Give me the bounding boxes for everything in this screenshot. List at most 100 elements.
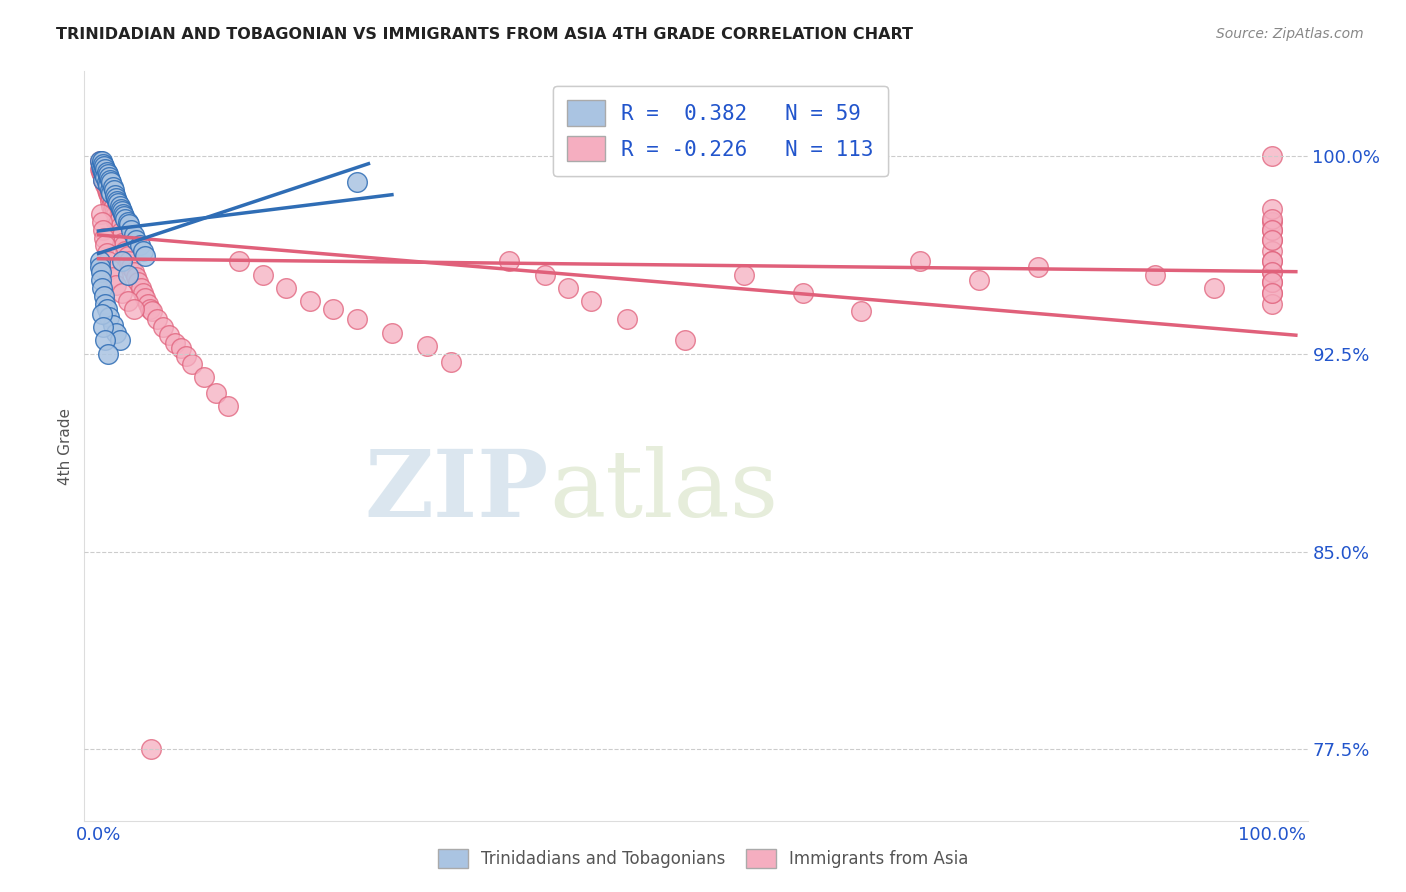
Point — [90, 157, 112, 171]
Point — [98, 188, 121, 202]
Point — [1261, 233, 1284, 247]
Point — [96, 164, 118, 178]
Point — [103, 199, 125, 213]
Point — [105, 194, 128, 208]
Point — [96, 246, 118, 260]
Point — [117, 268, 139, 282]
Point — [276, 281, 298, 295]
Point — [1261, 149, 1284, 163]
Point — [298, 293, 321, 308]
Point — [93, 230, 115, 244]
Point — [129, 281, 152, 295]
Point — [1261, 215, 1284, 229]
Point — [97, 186, 120, 200]
Point — [134, 249, 156, 263]
Point — [134, 291, 156, 305]
Point — [122, 227, 145, 242]
Point — [110, 202, 132, 216]
Point — [1261, 296, 1284, 310]
Point — [1261, 276, 1284, 290]
Point — [91, 164, 114, 178]
Point — [1202, 281, 1225, 295]
Point — [97, 254, 120, 268]
Point — [93, 288, 115, 302]
Point — [381, 326, 404, 340]
Text: atlas: atlas — [550, 446, 779, 536]
Point — [91, 320, 114, 334]
Point — [101, 270, 124, 285]
Point — [533, 268, 555, 282]
Point — [94, 296, 117, 310]
Point — [114, 212, 136, 227]
Point — [967, 273, 990, 287]
Point — [110, 225, 132, 239]
Point — [105, 212, 128, 227]
Point — [733, 268, 755, 282]
Point — [105, 215, 128, 229]
Point — [94, 238, 117, 252]
Point — [1026, 260, 1049, 274]
Point — [1261, 285, 1284, 300]
Point — [91, 167, 114, 181]
Point — [498, 254, 520, 268]
Point — [91, 161, 114, 176]
Point — [128, 238, 150, 252]
Point — [152, 320, 174, 334]
Point — [98, 172, 121, 186]
Point — [98, 169, 121, 184]
Point — [416, 339, 439, 353]
Point — [346, 175, 368, 189]
Point — [169, 342, 191, 356]
Point — [228, 254, 250, 268]
Point — [108, 220, 131, 235]
Point — [97, 346, 120, 360]
Point — [90, 159, 112, 173]
Point — [112, 207, 135, 221]
Point — [111, 235, 134, 250]
Point — [141, 304, 163, 318]
Point — [91, 159, 114, 173]
Point — [1261, 285, 1284, 300]
Point — [439, 354, 461, 368]
Point — [557, 281, 579, 295]
Point — [125, 270, 148, 285]
Point — [122, 301, 145, 316]
Point — [217, 400, 239, 414]
Point — [101, 202, 124, 216]
Point — [96, 175, 118, 189]
Point — [94, 169, 117, 184]
Point — [673, 334, 696, 348]
Point — [1261, 233, 1284, 247]
Point — [1143, 268, 1166, 282]
Point — [105, 191, 128, 205]
Point — [93, 175, 115, 189]
Point — [205, 386, 228, 401]
Y-axis label: 4th Grade: 4th Grade — [58, 408, 73, 484]
Point — [1261, 254, 1284, 268]
Point — [141, 742, 163, 756]
Point — [108, 199, 131, 213]
Point — [91, 172, 114, 186]
Point — [122, 265, 145, 279]
Point — [132, 285, 155, 300]
Point — [111, 285, 134, 300]
Legend: Trinidadians and Tobagonians, Immigrants from Asia: Trinidadians and Tobagonians, Immigrants… — [432, 842, 974, 875]
Point — [98, 310, 121, 324]
Point — [111, 227, 134, 242]
Point — [91, 172, 114, 186]
Point — [91, 281, 114, 295]
Point — [118, 218, 141, 232]
Point — [1261, 244, 1284, 258]
Point — [136, 296, 159, 310]
Point — [252, 268, 274, 282]
Point — [105, 207, 128, 221]
Point — [97, 178, 120, 192]
Text: ZIP: ZIP — [366, 446, 550, 536]
Point — [157, 328, 180, 343]
Text: Source: ZipAtlas.com: Source: ZipAtlas.com — [1216, 27, 1364, 41]
Point — [91, 222, 114, 236]
Point — [322, 301, 344, 316]
Point — [107, 215, 129, 229]
Point — [90, 265, 112, 279]
Point — [112, 210, 135, 224]
